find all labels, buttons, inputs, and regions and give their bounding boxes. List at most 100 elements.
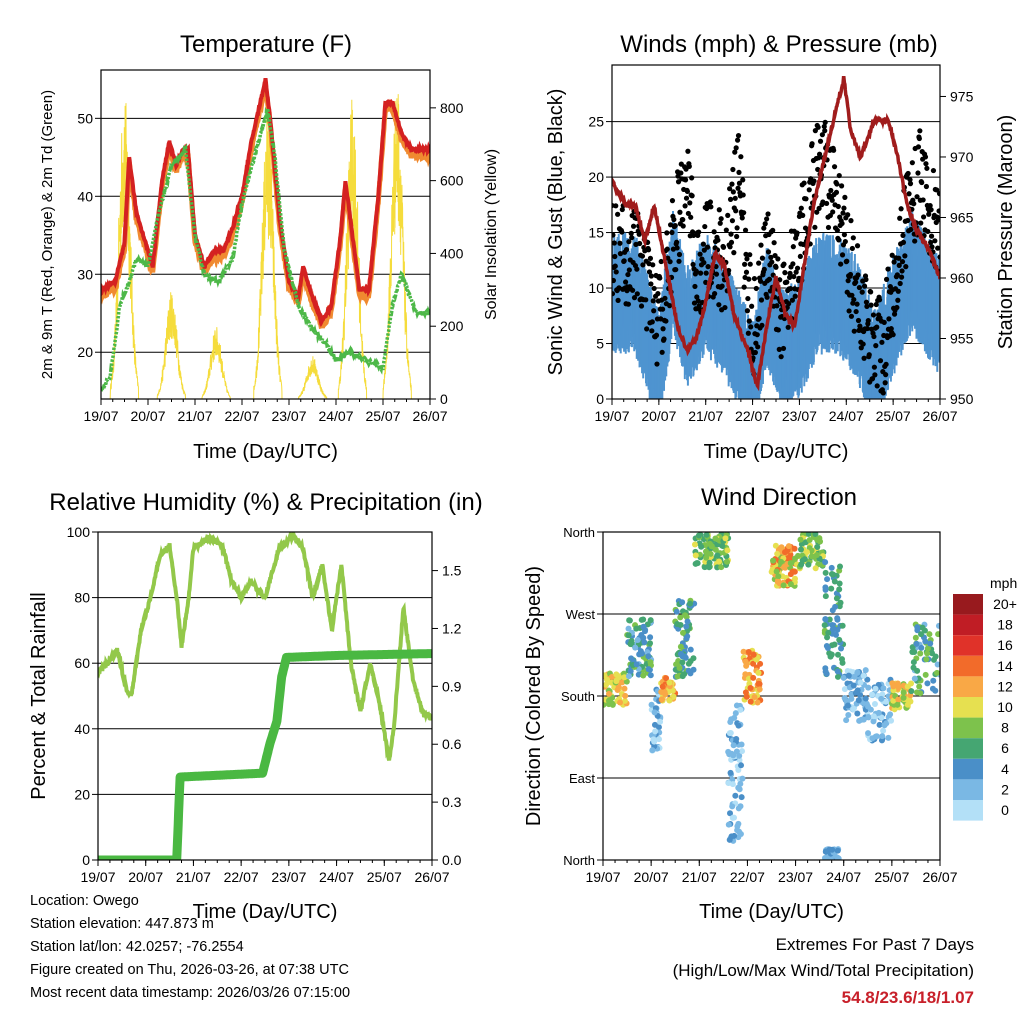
direction-point <box>728 833 735 840</box>
gust-point <box>716 207 722 213</box>
gust-point <box>634 266 640 272</box>
direction-point <box>828 585 835 592</box>
direction-point <box>919 624 926 631</box>
gust-point <box>848 313 855 319</box>
gust-point <box>660 306 666 312</box>
direction-point <box>911 675 918 682</box>
gust-point <box>868 302 874 308</box>
gust-point <box>671 216 677 223</box>
gust-point <box>756 315 762 322</box>
gust-point <box>798 205 804 211</box>
x-tick-label: 26/07 <box>922 408 957 424</box>
direction-point <box>924 680 931 687</box>
gust-point <box>688 214 694 220</box>
gust-point <box>705 264 711 270</box>
gust-point <box>876 297 883 303</box>
gust-point <box>612 232 616 238</box>
direction-point <box>647 640 654 647</box>
gust-point <box>643 297 649 303</box>
y-axis-label: Sonic Wind & Gust (Blue, Black) <box>545 89 567 376</box>
gust-point <box>926 211 932 217</box>
gust-point <box>673 266 679 273</box>
extremes-title: Extremes For Past 7 Days <box>775 935 974 954</box>
direction-point <box>935 631 940 638</box>
x-tick-label: 19/07 <box>585 869 620 885</box>
x-tick-label: 23/07 <box>271 869 306 885</box>
gust-point <box>894 304 900 311</box>
gust-point <box>916 135 922 142</box>
gust-point <box>654 361 660 367</box>
gust-point <box>649 319 655 325</box>
direction-point <box>834 668 841 675</box>
direction-point <box>695 532 702 539</box>
direction-point <box>827 653 834 660</box>
direction-point <box>907 698 914 705</box>
gust-point <box>793 269 799 275</box>
gust-point <box>835 203 841 210</box>
direction-point <box>774 578 781 585</box>
y-tick-label-right: 0.0 <box>442 852 462 868</box>
x-tick-label: 25/07 <box>365 408 400 424</box>
gust-point <box>637 240 643 247</box>
direction-point <box>882 698 889 705</box>
direction-point <box>855 697 862 704</box>
direction-point <box>677 643 684 650</box>
x-tick-label: 25/07 <box>874 869 909 885</box>
gust-point <box>814 209 820 215</box>
gust-point <box>680 217 686 223</box>
gust-point <box>619 206 625 213</box>
direction-point <box>614 687 621 694</box>
direction-point <box>779 573 786 580</box>
gust-point <box>864 303 870 310</box>
gust-point <box>701 260 707 266</box>
gust-point <box>855 272 861 278</box>
gust-point <box>703 270 709 276</box>
gust-point <box>676 258 682 264</box>
gust-point <box>692 283 698 290</box>
x-tick-label: 25/07 <box>367 869 402 885</box>
gust-point <box>739 215 745 221</box>
x-tick-label: 24/07 <box>318 408 353 424</box>
y-tick-label-right: 960 <box>950 270 974 286</box>
gust-point <box>922 154 929 160</box>
gust-point <box>743 251 749 257</box>
gust-point <box>736 180 743 186</box>
gust-point <box>790 261 796 267</box>
gust-point <box>831 147 837 153</box>
direction-point <box>739 775 746 782</box>
gust-point <box>658 258 664 265</box>
gust-point <box>686 163 692 169</box>
direction-point <box>801 556 808 563</box>
gust-point <box>667 259 673 265</box>
direction-point <box>780 582 787 589</box>
direction-point <box>747 684 754 691</box>
direction-point <box>865 703 872 710</box>
direction-point <box>857 679 864 686</box>
direction-point <box>821 854 828 860</box>
gust-point <box>851 328 857 334</box>
gust-point <box>935 245 940 251</box>
direction-point <box>682 612 689 619</box>
direction-point <box>832 603 839 610</box>
direction-point <box>659 683 666 690</box>
direction-point <box>604 676 611 683</box>
gust-point <box>655 291 661 297</box>
gust-point <box>612 291 616 297</box>
direction-point <box>830 571 837 578</box>
x-tick-label: 21/07 <box>688 408 723 424</box>
gust-point <box>685 210 691 217</box>
direction-point <box>732 792 739 799</box>
direction-point <box>634 636 641 643</box>
gust-point <box>696 229 702 235</box>
direction-point <box>865 714 872 721</box>
gust-point <box>657 275 663 281</box>
gust-point <box>650 298 656 304</box>
gust-point <box>746 276 752 282</box>
legend-label: 2 <box>1001 781 1009 797</box>
x-tick-label: 22/07 <box>224 869 259 885</box>
direction-point <box>878 695 885 702</box>
direction-point <box>716 558 723 565</box>
direction-point <box>679 599 686 606</box>
gust-point <box>663 318 669 324</box>
direction-point <box>852 689 859 696</box>
